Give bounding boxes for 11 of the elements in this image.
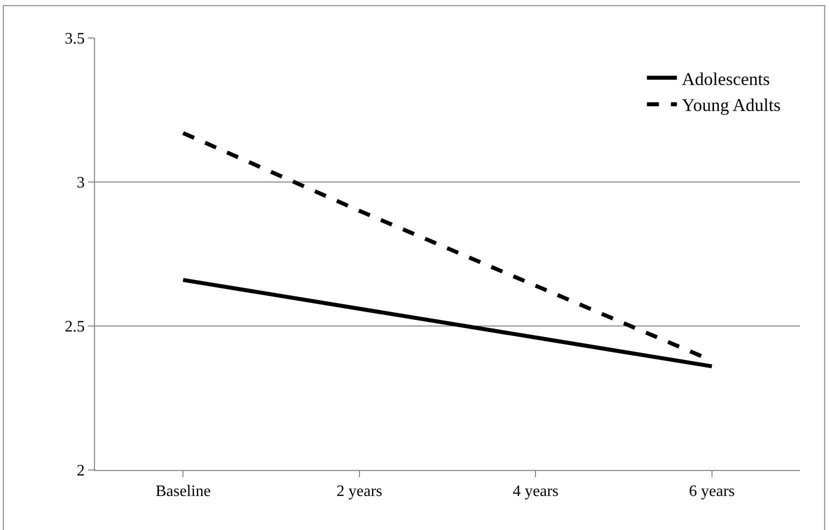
x-tick-label: 2 years <box>336 483 382 500</box>
legend-label: Young Adults <box>682 95 781 116</box>
y-tick-label: 2.5 <box>64 318 85 336</box>
x-tick-label: 4 years <box>512 483 559 500</box>
x-tick-label: Baseline <box>156 483 211 500</box>
y-tick-label: 3 <box>76 174 85 192</box>
y-tick-label: 3.5 <box>64 30 85 48</box>
y-tick-label: 2 <box>76 462 85 480</box>
x-tick-label: 6 years <box>688 483 735 500</box>
legend-label: Adolescents <box>682 68 770 89</box>
line-series <box>181 278 714 368</box>
